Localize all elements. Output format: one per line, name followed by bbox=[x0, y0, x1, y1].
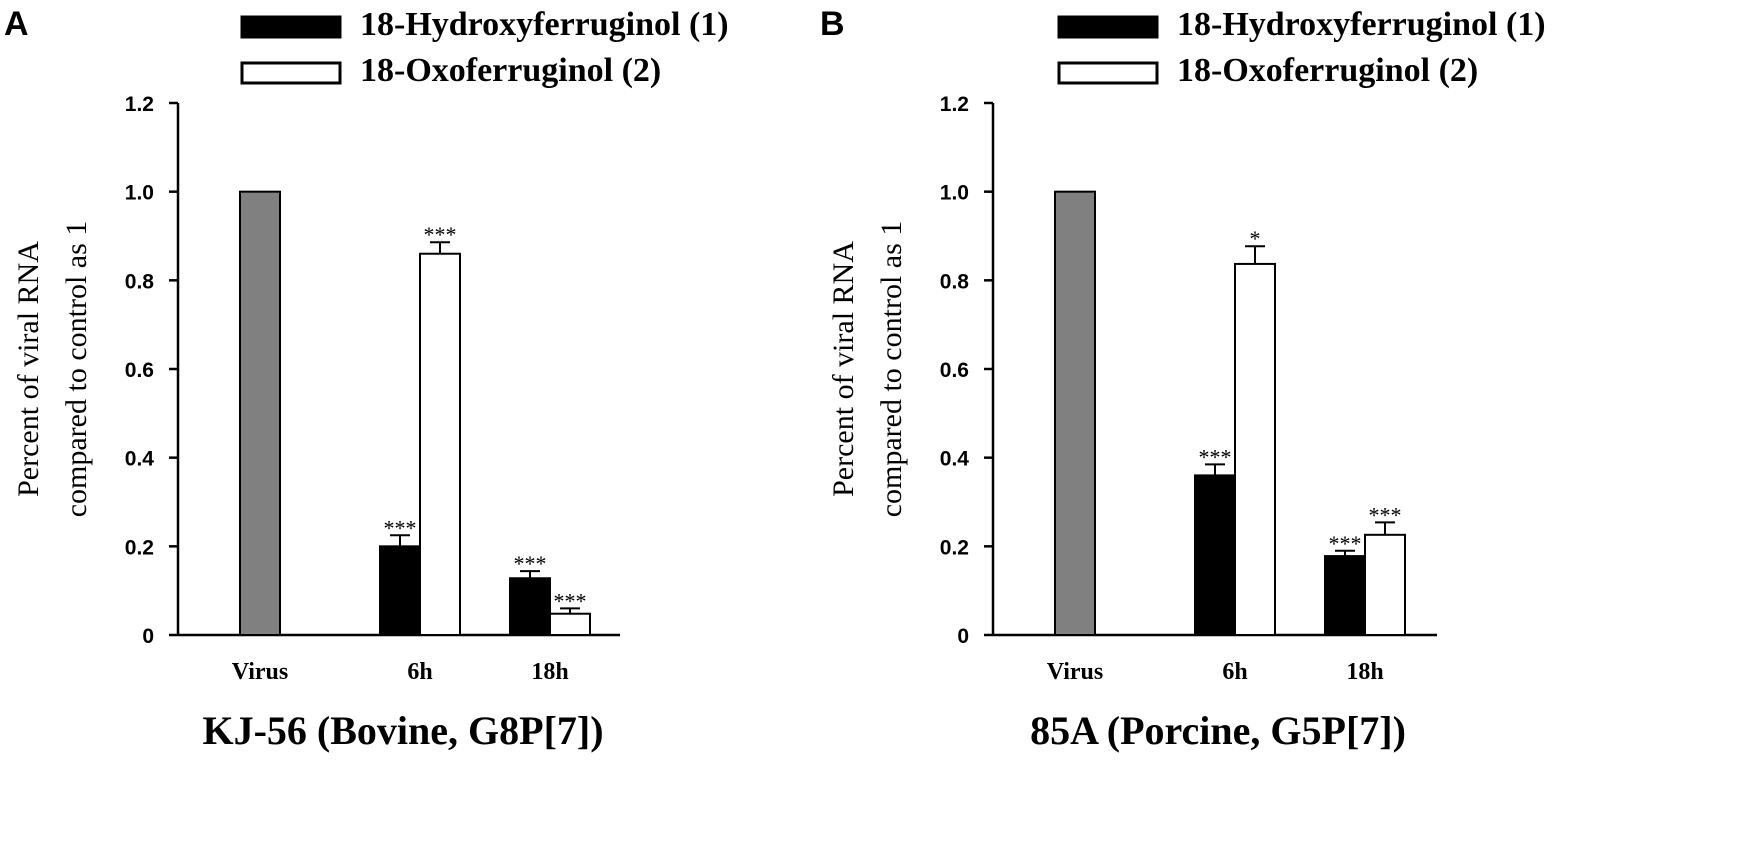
chart-title: 85A (Porcine, G5P[7]) bbox=[1030, 708, 1406, 753]
legend-swatch bbox=[240, 15, 342, 39]
bar bbox=[1054, 190, 1096, 637]
y-tick-label: 0.4 bbox=[940, 448, 970, 471]
chart-panel-a: A 18-Hydroxyferruginol (1) 18-Oxoferrugino… bbox=[4, 5, 729, 753]
legend-swatch bbox=[1057, 15, 1159, 39]
significance-label: *** bbox=[1369, 502, 1402, 527]
y-tick-label: 1.0 bbox=[125, 182, 154, 205]
significance-label: *** bbox=[1329, 531, 1362, 556]
x-tick-label: 6h bbox=[407, 659, 432, 685]
panel-letter: B bbox=[820, 5, 845, 43]
y-tick-label: 1.2 bbox=[125, 93, 154, 116]
x-tick-label: 18h bbox=[1346, 659, 1383, 685]
bar bbox=[1234, 262, 1276, 636]
bar bbox=[549, 612, 591, 636]
x-tick-label: 6h bbox=[1222, 659, 1247, 685]
y-tick-label: 0.6 bbox=[940, 359, 969, 382]
significance-label: *** bbox=[1199, 444, 1232, 469]
y-axis-label: compared to control as 1 bbox=[875, 221, 908, 518]
legend-swatch bbox=[240, 61, 342, 85]
y-tick-label: 0.2 bbox=[125, 536, 154, 559]
y-tick-label: 1.0 bbox=[940, 182, 969, 205]
y-axis-label: Percent of viral RNA bbox=[827, 241, 860, 497]
y-tick-label: 0.8 bbox=[940, 270, 970, 293]
y-tick-label: 0.4 bbox=[125, 448, 155, 471]
bar bbox=[379, 545, 421, 636]
bar bbox=[1194, 474, 1236, 636]
bar bbox=[509, 577, 551, 637]
y-axis-label: Percent of viral RNA bbox=[12, 241, 45, 497]
significance-label: *** bbox=[424, 222, 457, 247]
chart-panel-b: B 18-Hydroxyferruginol (1) 18-Oxoferrugino… bbox=[820, 5, 1546, 753]
legend-swatch bbox=[1057, 61, 1159, 85]
y-tick-label: 0 bbox=[957, 625, 969, 648]
y-tick-label: 0.2 bbox=[940, 536, 969, 559]
y-axis-label: compared to control as 1 bbox=[60, 221, 93, 518]
chart-title: KJ-56 (Bovine, G8P[7]) bbox=[202, 708, 603, 753]
bar bbox=[239, 190, 281, 637]
x-tick-label: Virus bbox=[232, 659, 288, 685]
bar bbox=[1324, 555, 1366, 636]
bar bbox=[1364, 533, 1406, 636]
legend-label: 18-Oxoferruginol (2) bbox=[360, 52, 661, 89]
significance-label: *** bbox=[384, 515, 417, 540]
x-tick-label: 18h bbox=[531, 659, 568, 685]
significance-label: * bbox=[1250, 226, 1261, 251]
y-tick-label: 1.2 bbox=[940, 93, 969, 116]
y-tick-label: 0 bbox=[142, 625, 154, 648]
panel-letter: A bbox=[4, 5, 29, 43]
x-tick-label: Virus bbox=[1047, 659, 1103, 685]
significance-label: *** bbox=[554, 588, 587, 613]
legend-label: 18-Hydroxyferruginol (1) bbox=[360, 6, 729, 43]
legend-label: 18-Oxoferruginol (2) bbox=[1177, 52, 1478, 89]
y-tick-label: 0.6 bbox=[125, 359, 154, 382]
legend-label: 18-Hydroxyferruginol (1) bbox=[1177, 6, 1546, 43]
bar bbox=[419, 252, 461, 636]
significance-label: *** bbox=[514, 551, 547, 576]
y-tick-label: 0.8 bbox=[125, 270, 155, 293]
